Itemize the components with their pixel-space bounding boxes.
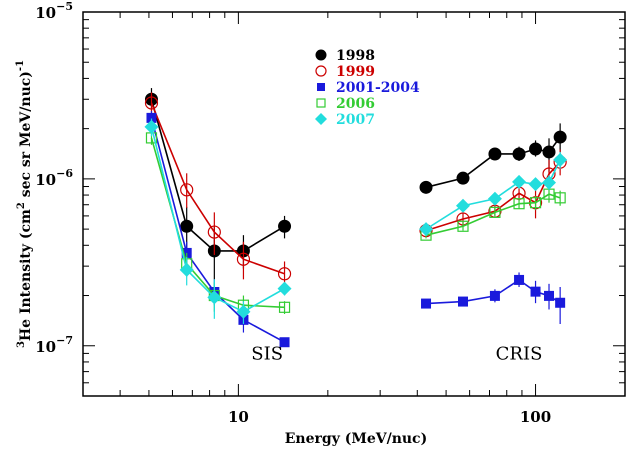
x-axis-title: Energy (MeV/nuc)	[285, 431, 427, 447]
y-tick-label-exponent: −5	[56, 0, 73, 13]
plot-frame	[82, 11, 626, 397]
marker-filled-square	[555, 297, 566, 308]
marker-open-square	[529, 197, 542, 209]
marker-open-circle	[236, 252, 251, 266]
y-tick-label-base: 10	[35, 171, 56, 189]
axis-ticks	[82, 11, 626, 397]
series-line	[150, 99, 285, 252]
annotations: SIS CRIS	[251, 343, 542, 364]
y-tick-label: 10−5	[35, 0, 73, 22]
marker-filled-square	[146, 112, 157, 123]
marker-filled-diamond	[512, 174, 527, 189]
marker-filled-diamond	[179, 262, 194, 277]
marker-filled-diamond	[315, 113, 327, 125]
y-tick-label: 10−7	[35, 334, 73, 356]
marker-open-square	[489, 206, 501, 218]
y-tick-label-base: 10	[35, 338, 56, 356]
marker-filled-diamond	[207, 290, 222, 305]
y-axis-title: 3He Intensity (cm2 sec sr MeV/nuc)-1	[15, 60, 34, 348]
series-line	[150, 137, 285, 309]
marker-open-square	[316, 98, 326, 108]
legend-item: 1998	[315, 48, 375, 64]
marker-open-square	[278, 301, 291, 313]
marker-filled-circle	[529, 142, 543, 156]
legend-item: 2001-2004	[317, 80, 420, 96]
series-line	[150, 126, 285, 313]
y-axis-title-pre: He Intensity (cm	[18, 209, 34, 341]
y-tick-label-exponent: −6	[56, 167, 73, 180]
marker-filled-circle	[456, 171, 470, 185]
y-axis-title-sup-post: -1	[15, 60, 26, 71]
marker-filled-diamond	[144, 119, 159, 134]
marker-filled-circle	[419, 180, 433, 194]
marker-filled-diamond	[528, 177, 543, 192]
series-layer	[144, 88, 568, 348]
marker-open-square	[457, 220, 469, 232]
marker-filled-diamond	[487, 191, 502, 206]
marker-open-circle	[180, 183, 194, 197]
marker-filled-circle	[278, 219, 292, 233]
marker-filled-circle	[180, 219, 194, 233]
marker-filled-diamond	[553, 152, 568, 167]
marker-open-circle	[144, 96, 159, 110]
x-tick-label: 10	[228, 408, 249, 426]
marker-open-circle	[277, 267, 292, 281]
marker-filled-circle	[315, 49, 327, 61]
series-2007	[144, 118, 568, 325]
marker-filled-circle	[512, 147, 526, 161]
annotation-cris: CRIS	[496, 343, 543, 364]
marker-filled-square	[457, 296, 468, 307]
annotation-sis: SIS	[251, 343, 283, 364]
marker-filled-diamond	[542, 175, 557, 190]
marker-filled-diamond	[277, 281, 292, 296]
marker-open-square	[513, 198, 525, 210]
marker-open-square	[554, 192, 566, 204]
y-axis-title-sup-pre: 3	[16, 341, 27, 348]
marker-filled-square	[489, 290, 500, 301]
legend-label: 2006	[336, 96, 375, 112]
marker-filled-square	[421, 298, 432, 309]
y-axis-title-mid: sec sr MeV/nuc)	[18, 71, 34, 202]
marker-filled-circle	[488, 147, 502, 161]
legend-item: 1999	[315, 64, 375, 80]
legend-item: 2007	[315, 112, 375, 128]
y-tick-label: 10−6	[35, 167, 73, 189]
plot-border	[82, 11, 626, 397]
marker-filled-square	[514, 274, 525, 285]
legend-label: 1998	[336, 48, 375, 64]
marker-filled-square	[530, 286, 541, 297]
marker-filled-diamond	[236, 304, 251, 319]
legend-label: 2007	[336, 112, 375, 128]
legend-label: 2001-2004	[336, 80, 420, 96]
y-tick-label-base: 10	[35, 4, 56, 22]
x-tick-label: 100	[520, 408, 551, 426]
marker-filled-diamond	[455, 198, 470, 213]
marker-filled-circle	[553, 130, 567, 144]
legend-item: 2006	[316, 96, 375, 112]
marker-filled-square	[279, 337, 290, 348]
marker-filled-diamond	[419, 222, 434, 237]
y-tick-label-exponent: −7	[56, 334, 73, 347]
marker-open-circle	[207, 225, 221, 239]
y-axis-title-sup-mid: 2	[16, 202, 27, 209]
marker-filled-square	[544, 290, 555, 301]
marker-open-circle	[315, 65, 327, 77]
marker-filled-circle	[542, 145, 556, 159]
marker-filled-square	[317, 83, 325, 91]
legend-label: 1999	[336, 64, 375, 80]
